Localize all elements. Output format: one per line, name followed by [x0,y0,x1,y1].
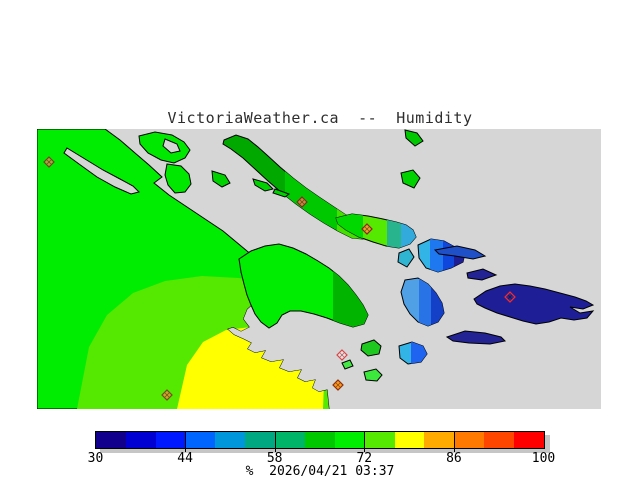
islet-navy-sliver [466,268,498,281]
station-marker [336,349,348,361]
island-bay-notch [162,138,181,154]
island-san-juan [473,283,595,325]
station-marker [504,291,516,303]
colorbar-segment [484,432,515,448]
humidity-map [37,129,601,409]
colorbar-caption: % 2026/04/21 03:37 [245,464,395,479]
colorbar-tick [274,431,276,452]
inlet-channel [63,147,140,195]
colorbar-segment [394,432,425,448]
colorbar-tick-label: 58 [266,451,283,466]
colorbar-segment [305,432,335,448]
station-markers [43,156,516,401]
colorbar-segment [334,432,365,448]
colorbar-tick-label: 44 [177,451,193,466]
page-title: VictoriaWeather.ca -- Humidity [167,109,473,127]
colorbar-tick [364,431,366,452]
station-marker [361,223,373,235]
islet-top-1 [404,129,424,147]
islet-cyan [397,248,415,268]
station-marker [161,389,173,401]
colorbar-segment [364,432,395,448]
station-marker [332,379,344,391]
station-marker [43,156,55,168]
islet-green-2 [363,368,383,382]
colorbar-tick-label: 72 [356,451,373,466]
station-marker [296,196,308,208]
colorbar-tick-label: 100 [531,451,556,466]
colorbar [95,431,545,449]
colorbar-segment [424,432,455,448]
islet-sliver-1 [211,170,231,188]
colorbar-segment [275,432,306,448]
colorbar-segment [125,432,156,448]
islet-sliver-3 [272,188,291,198]
colorbar-segment [454,432,485,448]
island-navy-south-sliver [445,330,507,345]
colorbar-tick-label: 30 [87,451,104,466]
colorbar-segment [245,432,276,448]
colorbar-tick [453,431,455,452]
islet-ne-1 [400,169,421,189]
humidity-zones-blue-small [411,342,427,364]
island-saltspring-south [164,163,192,194]
colorbar-segment [514,432,544,448]
islet-green-1 [360,339,382,357]
colorbar-segment [155,432,186,448]
islet-sliver-2 [252,178,274,192]
island-orcas-tail [433,245,487,260]
colorbar-segment [215,432,246,448]
colorbar-tick [185,431,187,452]
colorbar-tick-label: 86 [446,451,462,466]
islet-green-3 [341,359,354,370]
colorbar-segment [185,432,216,448]
colorbar-segment [96,432,126,448]
